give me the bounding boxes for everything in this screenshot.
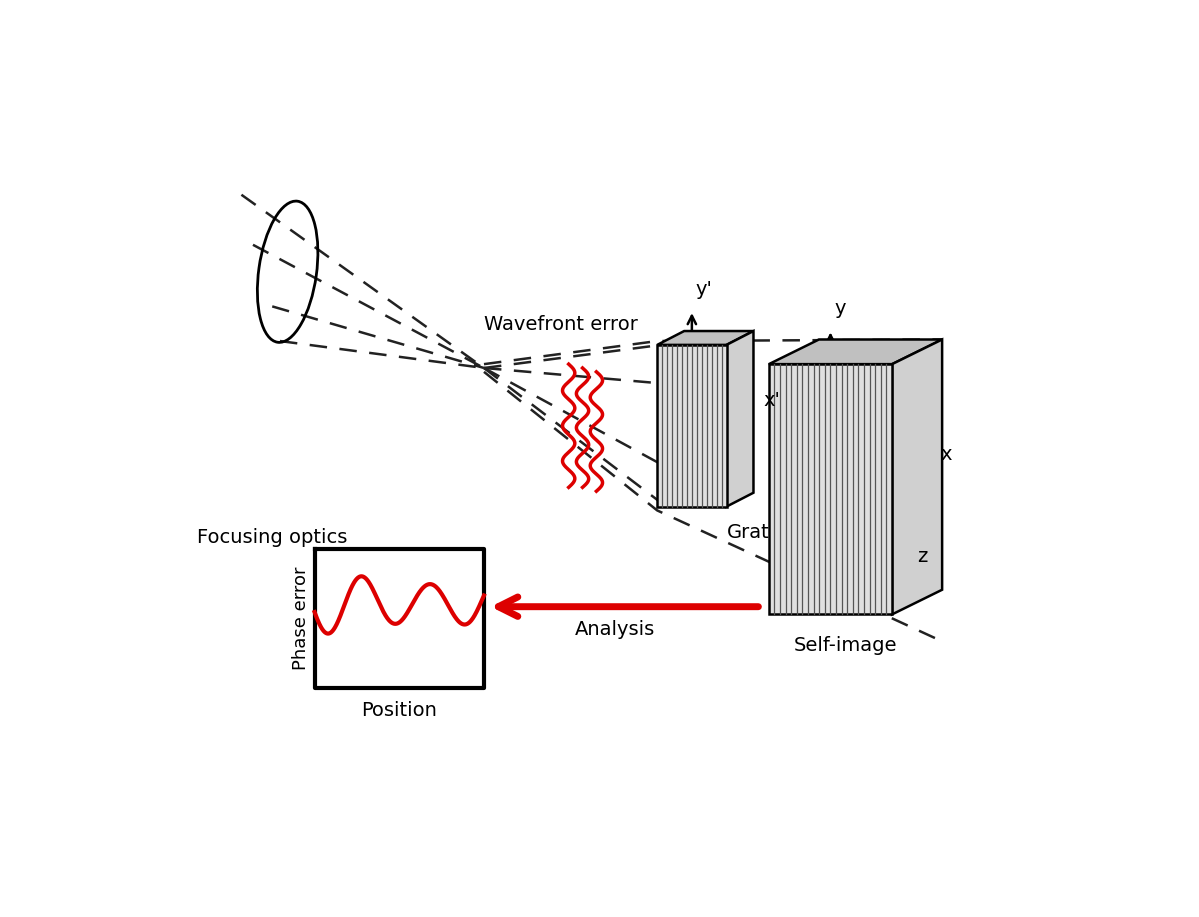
Text: Position: Position: [361, 702, 438, 720]
Text: x: x: [940, 445, 952, 464]
Text: Grating: Grating: [727, 523, 800, 542]
Text: Phase error: Phase error: [291, 567, 309, 670]
Polygon shape: [892, 339, 942, 614]
Polygon shape: [657, 345, 727, 506]
Polygon shape: [727, 331, 753, 506]
Text: Analysis: Analysis: [574, 620, 655, 639]
Polygon shape: [657, 331, 753, 345]
Polygon shape: [769, 339, 942, 364]
Text: Self-image: Self-image: [794, 635, 898, 655]
Text: Wavefront error: Wavefront error: [484, 315, 638, 334]
Polygon shape: [769, 364, 892, 614]
Text: y: y: [835, 299, 845, 318]
Text: x': x': [764, 391, 781, 410]
Text: y': y': [695, 280, 712, 299]
Text: z: z: [917, 547, 928, 566]
Text: Focusing optics: Focusing optics: [197, 528, 348, 547]
